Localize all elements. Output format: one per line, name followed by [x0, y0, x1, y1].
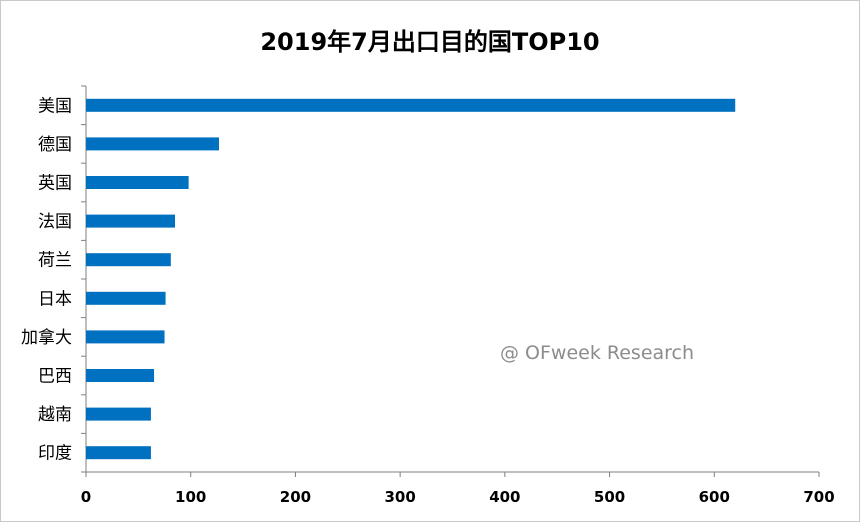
bar	[86, 291, 166, 305]
category-label: 加拿大	[21, 327, 72, 348]
bar	[86, 176, 189, 189]
x-tick-label: 300	[384, 488, 415, 506]
bar	[86, 369, 155, 382]
category-label: 美国	[38, 96, 72, 116]
category-label: 越南	[38, 405, 72, 425]
bar	[86, 330, 165, 344]
bar	[86, 137, 219, 151]
x-tick-label: 700	[803, 488, 834, 506]
x-tick-label: 0	[81, 488, 91, 506]
bar	[86, 253, 171, 267]
bar	[86, 407, 151, 421]
bar	[86, 446, 151, 460]
category-label: 日本	[38, 289, 72, 309]
category-label: 法国	[38, 212, 72, 232]
chart-bars	[86, 98, 736, 460]
watermark: @ OFweek Research	[500, 342, 695, 364]
x-tick-label: 100	[175, 488, 206, 506]
category-label: 荷兰	[38, 251, 72, 271]
category-label: 德国	[38, 135, 72, 155]
x-tick-label: 200	[280, 488, 311, 506]
bar	[86, 98, 736, 112]
category-label: 英国	[38, 174, 72, 194]
x-tick-label: 500	[594, 488, 625, 506]
bar	[86, 214, 176, 228]
x-tick-label: 400	[489, 488, 520, 506]
category-label: 巴西	[38, 367, 72, 387]
x-tick-label: 600	[699, 488, 730, 506]
chart-title: 2019年7月出口目的国TOP10	[260, 28, 600, 56]
category-label: 印度	[38, 444, 72, 464]
x-tick-labels: 0 100 200 300 400 500 600 700	[81, 488, 835, 506]
